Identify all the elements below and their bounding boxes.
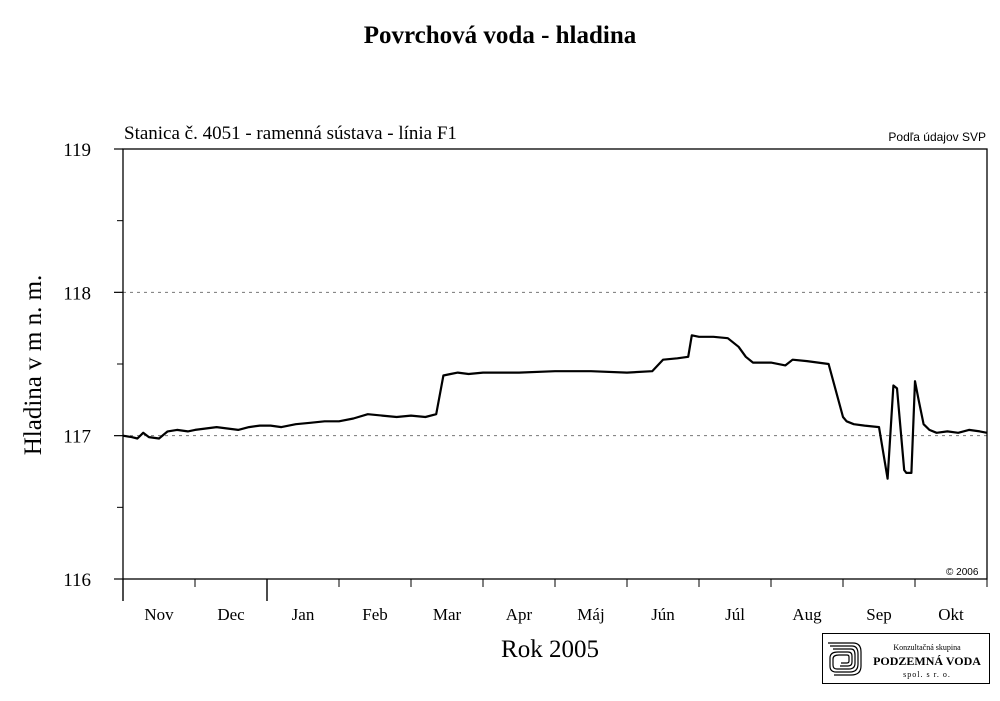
y-tick-label: 117 — [63, 427, 91, 448]
x-tick-label: Máj — [577, 605, 604, 624]
x-tick-label: Jan — [292, 605, 315, 624]
x-tick-label: Dec — [217, 605, 245, 624]
x-tick-label: Sep — [866, 605, 892, 624]
x-tick-label: Aug — [792, 605, 822, 624]
company-logo-icon — [828, 642, 862, 676]
logo-line-2: PODZEMNÁ VODA — [873, 654, 981, 668]
x-tick-label: Apr — [506, 605, 533, 624]
x-tick-label: Mar — [433, 605, 462, 624]
company-logo: Konzultačná skupina PODZEMNÁ VODA spol. … — [822, 633, 990, 684]
logo-line-1: Konzultačná skupina — [893, 643, 961, 652]
copyright-note: © 2006 — [946, 567, 979, 578]
x-tick-label: Jún — [651, 605, 675, 624]
x-tick-label: Júl — [725, 605, 745, 624]
chart-subtitle: Stanica č. 4051 - ramenná sústava - líni… — [124, 123, 457, 144]
y-tick-label: 118 — [63, 283, 91, 304]
y-tick-label: 119 — [63, 140, 91, 161]
x-axis-label: Rok 2005 — [501, 636, 599, 663]
page-title: Povrchová voda - hladina — [363, 22, 637, 49]
plot-frame — [122, 148, 988, 580]
logo-line-3: spol. s r. o. — [903, 670, 951, 679]
y-tick-label: 116 — [63, 570, 91, 591]
x-tick-label: Nov — [144, 605, 174, 624]
x-tick-label: Okt — [938, 605, 964, 624]
series-line — [122, 334, 988, 480]
x-tick-label: Feb — [362, 605, 388, 624]
source-note: Podľa údajov SVP — [888, 130, 986, 144]
